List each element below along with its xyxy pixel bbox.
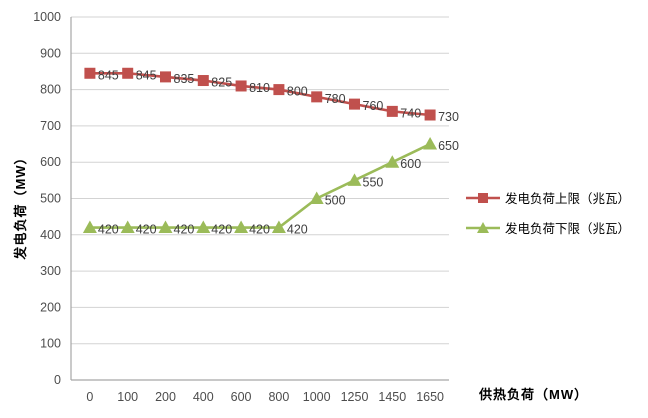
marker-triangle-icon: [385, 155, 400, 168]
y-tick-label: 800: [40, 83, 61, 97]
data-label: 730: [438, 110, 459, 124]
y-tick-label: 600: [40, 155, 61, 169]
x-tick-label: 800: [268, 390, 289, 404]
marker-square-icon: [386, 105, 398, 117]
marker-square-icon: [311, 91, 323, 103]
marker-triangle-icon: [82, 220, 97, 234]
x-tick-label: 1450: [378, 390, 406, 404]
y-tick-label: 700: [40, 119, 61, 133]
legend-label-upper-limit: 发电负荷上限（兆瓦）: [505, 192, 631, 206]
y-tick-label: 900: [40, 46, 61, 60]
marker-triangle-icon: [309, 191, 324, 204]
data-label: 550: [363, 175, 384, 189]
marker-triangle-icon: [234, 220, 249, 234]
legend: 发电负荷上限（兆瓦） 发电负荷下限（兆瓦）: [465, 188, 630, 237]
marker-square-icon: [84, 67, 96, 79]
y-tick-label: 100: [40, 337, 61, 351]
legend-marker-triangle-icon: [466, 221, 500, 233]
legend-triangle-icon: [477, 221, 489, 233]
data-label: 810: [249, 81, 270, 95]
data-label: 835: [174, 72, 195, 86]
y-axis-title: 发电负荷（MW）: [13, 150, 28, 260]
y-tick-label: 400: [40, 228, 61, 242]
data-label: 420: [98, 223, 119, 237]
x-tick-label: 1000: [303, 390, 331, 404]
x-tick-label: 200: [155, 390, 176, 404]
data-label: 825: [211, 76, 232, 90]
data-label: 420: [136, 223, 157, 237]
marker-square-icon: [349, 98, 360, 110]
legend-square-icon: [478, 192, 488, 203]
marker-square-icon: [273, 84, 285, 96]
marker-square-icon: [235, 80, 247, 92]
y-tick-label: 200: [40, 300, 61, 314]
data-label: 845: [136, 68, 157, 82]
legend-item-upper-limit: 发电负荷上限（兆瓦）: [465, 188, 630, 207]
data-label: 780: [325, 92, 346, 106]
x-tick-label: 1250: [341, 390, 369, 404]
data-label: 760: [363, 99, 384, 113]
x-tick-label: 100: [117, 390, 138, 404]
legend-label-lower-limit: 发电负荷下限（兆瓦）: [505, 222, 631, 236]
marker-triangle-icon: [271, 220, 286, 234]
data-label: 800: [287, 85, 308, 99]
marker-triangle-icon: [196, 220, 211, 234]
marker-square-icon: [197, 75, 209, 87]
data-label: 845: [98, 68, 119, 82]
marker-square-icon: [122, 67, 134, 79]
data-label: 420: [249, 223, 270, 237]
x-tick-label: 400: [193, 390, 214, 404]
y-tick-label: 500: [40, 192, 61, 206]
data-label: 600: [400, 157, 421, 171]
legend-marker-square-icon: [466, 192, 500, 203]
data-label: 650: [438, 139, 459, 153]
x-axis-title: 供热负荷（MW）: [479, 387, 589, 402]
legend-item-lower-limit: 发电负荷下限（兆瓦）: [465, 218, 630, 237]
marker-triangle-icon: [158, 220, 173, 234]
marker-triangle-icon: [423, 137, 438, 150]
y-tick-label: 300: [40, 264, 61, 278]
marker-triangle-icon: [347, 173, 362, 186]
y-tick-label: 0: [54, 373, 61, 387]
data-label: 500: [325, 194, 346, 208]
series-line-square: [89, 71, 431, 117]
series-line-triangle: [89, 142, 431, 229]
marker-square-icon: [160, 71, 171, 83]
x-tick-label: 1650: [416, 390, 444, 404]
x-tick-label: 0: [86, 390, 93, 404]
data-label: 420: [211, 223, 232, 237]
data-label: 420: [287, 223, 308, 237]
data-label: 420: [174, 223, 195, 237]
marker-square-icon: [424, 109, 436, 121]
marker-triangle-icon: [120, 220, 135, 234]
y-tick-label: 1000: [33, 10, 61, 24]
data-label: 740: [400, 106, 421, 120]
x-tick-label: 600: [231, 390, 252, 404]
